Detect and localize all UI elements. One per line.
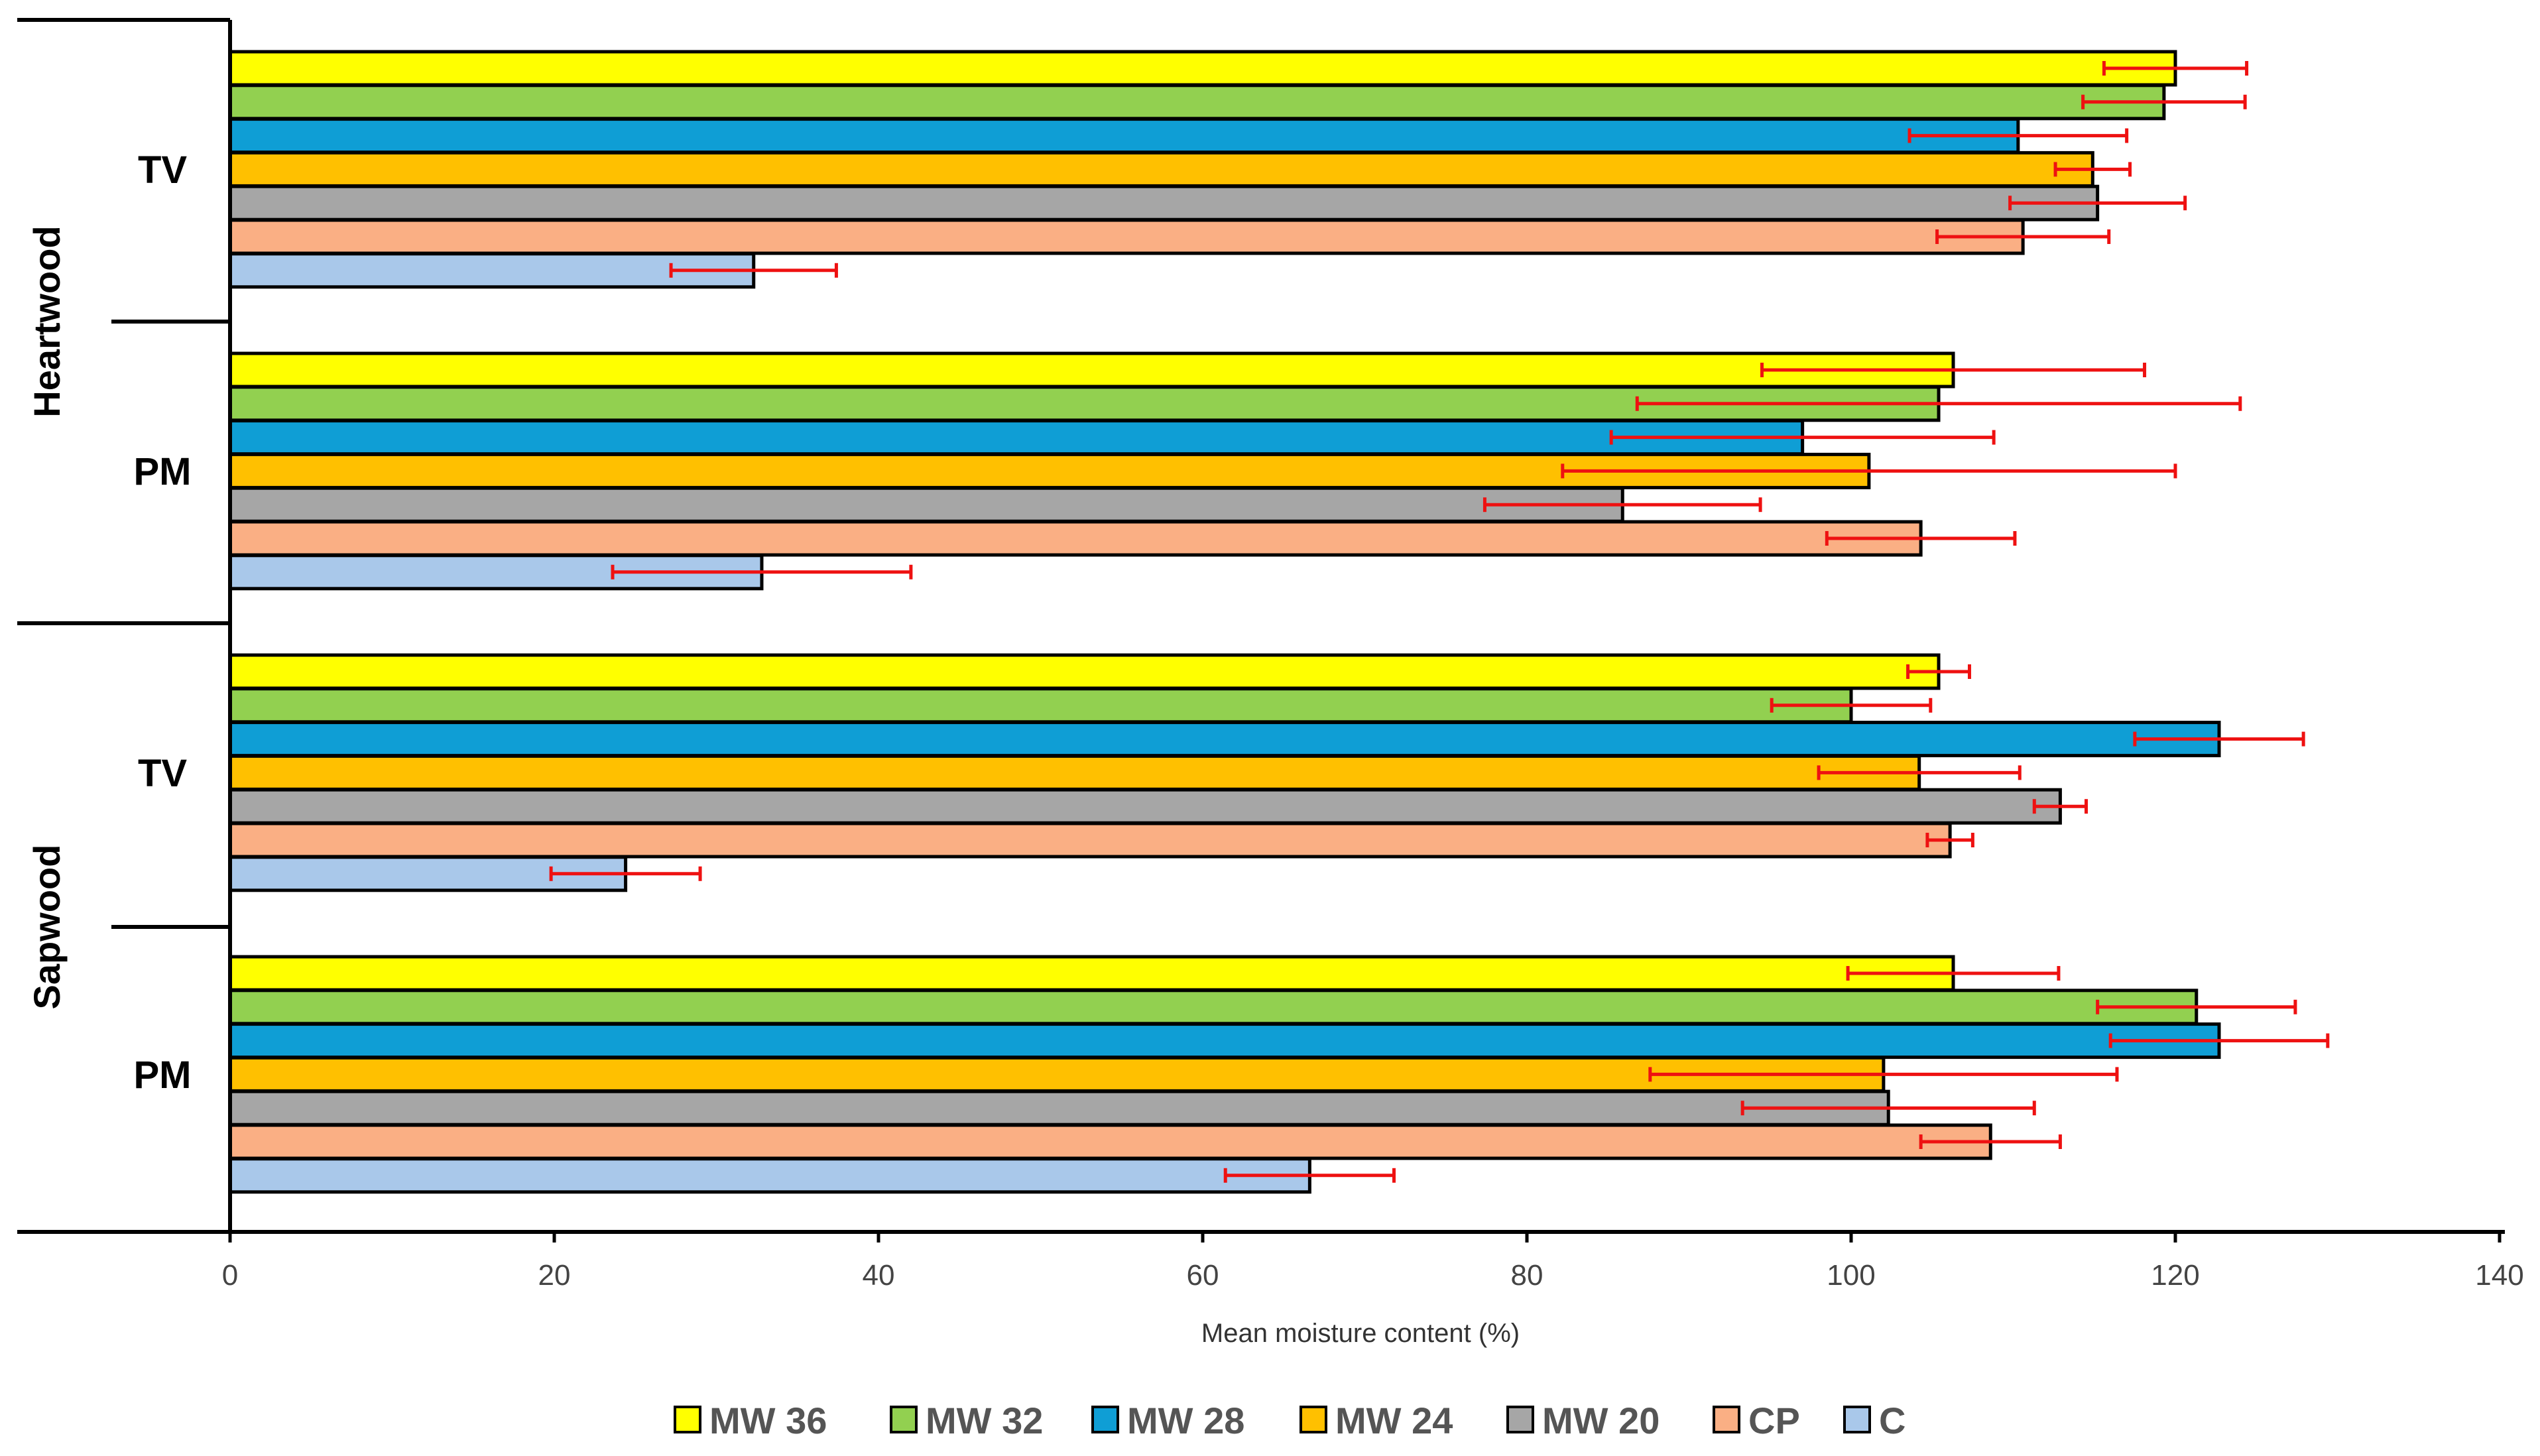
legend-swatch — [1713, 1406, 1740, 1433]
legend: MW 36 MW 32 MW 28 MW 24 MW 20 CP C — [674, 1400, 1905, 1441]
labels-layer: TV PM TV PM Heartwood Sapwood — [26, 149, 192, 1097]
legend-swatch — [1506, 1406, 1534, 1433]
group-label: TV — [138, 752, 187, 795]
bar — [228, 955, 1955, 992]
legend-label: MW 20 — [1542, 1400, 1660, 1441]
group-label: PM — [134, 1054, 192, 1097]
bar — [228, 419, 1805, 456]
outer-group-label: Heartwood — [26, 225, 68, 417]
bars-layer — [228, 50, 2221, 1194]
legend-label: MW 28 — [1127, 1400, 1244, 1441]
bar — [228, 151, 2094, 188]
legend-label: MW 24 — [1335, 1400, 1453, 1441]
bar — [228, 84, 2166, 121]
bar — [228, 788, 2062, 825]
x-tick-label: 120 — [2151, 1259, 2199, 1292]
legend-swatch — [1300, 1406, 1327, 1433]
group-label: TV — [138, 149, 187, 192]
bar — [228, 486, 1624, 523]
axes-layer: 0 20 40 60 80 100 120 140 — [17, 18, 2524, 1292]
bar — [228, 520, 1923, 557]
x-tick-label: 20 — [538, 1259, 571, 1292]
legend-label: MW 32 — [926, 1400, 1043, 1441]
bar — [228, 687, 1853, 724]
x-tick-label: 0 — [222, 1259, 238, 1292]
bar — [228, 721, 2221, 758]
x-tick-label: 140 — [2475, 1259, 2523, 1292]
bar — [228, 1056, 1886, 1093]
legend-swatch — [1843, 1406, 1871, 1433]
legend-label: CP — [1748, 1400, 1800, 1441]
x-axis-label: Mean moisture content (%) — [1201, 1319, 1520, 1348]
legend-swatch — [674, 1406, 701, 1433]
bar — [228, 989, 2199, 1026]
outer-group-label: Sapwood — [26, 845, 68, 1010]
bar — [228, 1123, 1992, 1160]
bar — [228, 218, 2025, 255]
bar — [228, 117, 2020, 154]
x-tick-label: 80 — [1511, 1259, 1543, 1292]
bar — [228, 1022, 2221, 1060]
x-tick-label: 100 — [1827, 1259, 1875, 1292]
bar — [228, 1157, 1311, 1194]
bar — [228, 351, 1955, 389]
bar — [228, 50, 2177, 87]
x-tick-label: 60 — [1187, 1259, 1219, 1292]
group-label: PM — [134, 450, 192, 493]
legend-swatch — [1091, 1406, 1119, 1433]
bar — [228, 821, 1952, 859]
x-tick-label: 40 — [863, 1259, 895, 1292]
bar — [228, 653, 1941, 690]
bar — [228, 1089, 1890, 1126]
legend-swatch — [890, 1406, 918, 1433]
error-bars-layer — [549, 61, 2330, 1183]
bar — [228, 184, 2100, 221]
legend-label: MW 36 — [709, 1400, 827, 1441]
bar — [228, 754, 1921, 791]
legend-label: C — [1879, 1400, 1905, 1441]
